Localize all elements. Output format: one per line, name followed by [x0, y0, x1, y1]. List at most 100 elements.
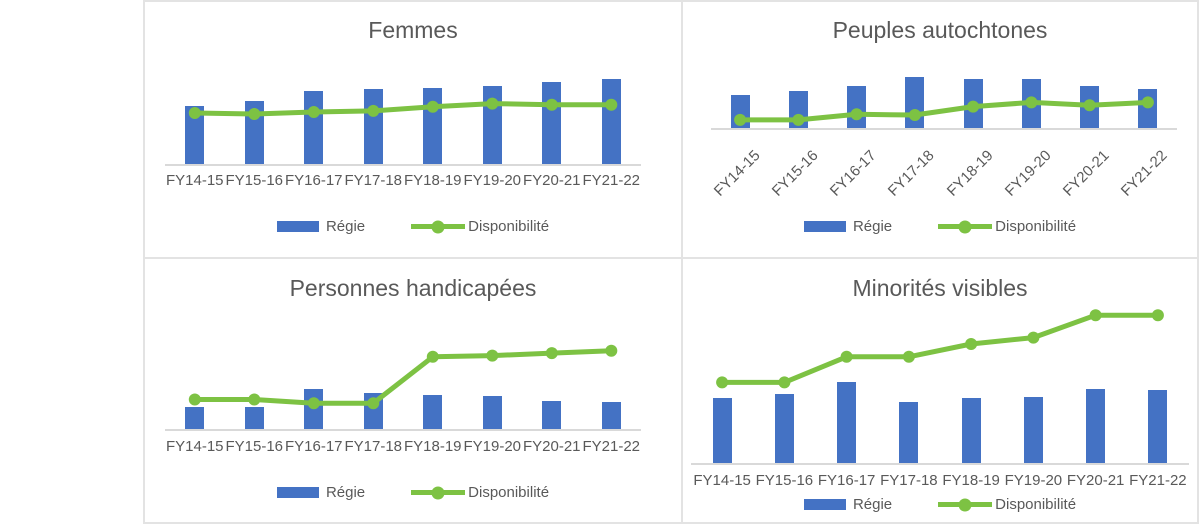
bar-FY20-21 — [542, 400, 562, 430]
legend-line-icon — [411, 220, 466, 233]
legend-bar-swatch-icon — [803, 499, 846, 510]
bar-slot — [522, 308, 582, 430]
chart-grid: Femmes FY14-15 FY15-16 FY16-17 FY17-18 FY18-… — [143, 0, 1199, 524]
legend-bar-label: Régie — [325, 484, 366, 501]
x-axis-label: FY18-19 — [403, 172, 462, 189]
x-axis-label: FY16-17 — [817, 472, 876, 489]
line-marker — [248, 108, 261, 120]
bar-slot — [284, 308, 344, 430]
legend-line-marker-icon — [431, 220, 445, 233]
x-axis-label: FY18-19 — [943, 147, 997, 200]
chart-panel-femmes: Femmes FY14-15 FY15-16 FY16-17 FY17-18 FY18-… — [145, 2, 681, 257]
chart-title: Personnes handicapées — [289, 275, 537, 301]
x-axis-label: FY21-22 — [1129, 472, 1187, 489]
x-axis-label: FY17-18 — [344, 438, 403, 455]
chart-title: Minorités visibles — [852, 275, 1028, 301]
line-marker — [486, 349, 499, 362]
line-marker — [367, 397, 380, 410]
chart-panel-minorites-visibles: Minorités visibles FY14-15 FY15-16 FY16-17… — [683, 259, 1197, 522]
x-axis-label: FY17-18 — [885, 147, 938, 200]
bar-slot — [828, 59, 886, 129]
legend-line-label: Disponibilité — [468, 218, 550, 235]
legend-bar-label: Régie — [852, 218, 893, 235]
bar-slot — [165, 61, 225, 165]
bar-slot — [753, 304, 815, 464]
bar-FY15-16 — [774, 393, 794, 464]
chart-title: Femmes — [368, 17, 458, 43]
line-marker — [965, 338, 978, 350]
x-axis-label: FY19-20 — [463, 438, 522, 455]
bar-slot — [165, 308, 225, 430]
line-marker — [840, 350, 853, 363]
chart-legend: Régie Disponibilité — [683, 496, 1197, 513]
chart-title: Peuples autochtones — [832, 17, 1048, 43]
line-marker — [1141, 96, 1154, 109]
bar-FY17-18 — [899, 401, 919, 464]
chart-panel-personnes-handicapees: Personnes handicapées FY14-15 FY15-16 FY16… — [145, 259, 681, 522]
bar-slot — [1002, 304, 1064, 464]
line-marker — [1089, 309, 1102, 322]
x-axis-labels: FY14-15 FY15-16 FY16-17 FY17-18 FY18-19 FY19-… — [710, 129, 1177, 200]
bar-FY16-17 — [837, 382, 857, 464]
x-axis-label: FY18-19 — [942, 472, 1000, 489]
chart-legend: Régie Disponibilité — [145, 484, 681, 501]
bar-slot — [582, 308, 642, 430]
bar-series — [691, 304, 1189, 464]
plot-area — [165, 308, 642, 431]
x-axis-label: FY20-21 — [522, 438, 581, 455]
x-axis-label: FY16-17 — [284, 172, 343, 189]
plot-area — [165, 61, 641, 166]
x-axis-label: FY14-15 — [710, 147, 764, 200]
line-marker — [716, 376, 729, 389]
line-series — [188, 97, 618, 120]
x-axis-label: FY20-21 — [1066, 472, 1125, 489]
legend-line-icon — [938, 498, 993, 511]
x-axis-labels: FY14-15 FY15-16 FY16-17 FY17-18 FY18-19 FY19-… — [165, 434, 641, 460]
line-marker — [734, 113, 747, 126]
legend-bar-swatch-icon — [276, 487, 319, 498]
x-axis-label: FY15-16 — [755, 472, 814, 489]
x-axis-label: FY21-22 — [1118, 147, 1171, 200]
bar-FY14-15 — [185, 406, 205, 430]
line-marker — [426, 100, 439, 113]
x-axis-label: FY19-20 — [1004, 472, 1063, 489]
bar-FY14-15 — [185, 105, 205, 165]
bar-slot — [403, 308, 463, 430]
line-series — [716, 309, 1164, 389]
legend-line-icon — [411, 486, 466, 499]
x-axis-label: FY16-17 — [826, 147, 880, 200]
x-axis-label: FY14-15 — [165, 438, 224, 455]
x-axis-label: FY21-22 — [582, 172, 641, 189]
bar-slot — [1127, 304, 1189, 464]
line-marker — [307, 106, 320, 118]
panel-divider-vertical — [681, 2, 683, 522]
x-axis-label: FY19-20 — [463, 172, 522, 189]
plot-column: FY14-15 FY15-16 FY16-17 FY17-18 FY18-19 FY19-… — [710, 46, 1177, 200]
line-marker — [248, 393, 261, 406]
x-axis-label: FY21-22 — [582, 438, 641, 455]
x-axis-label: FY15-16 — [225, 438, 284, 455]
line-marker — [1083, 99, 1096, 112]
x-axis-label: FY16-17 — [284, 438, 343, 455]
legend-line-label: Disponibilité — [995, 218, 1077, 235]
bar-FY18-19 — [423, 394, 443, 430]
line-marker — [792, 113, 805, 126]
x-axis-label: FY20-21 — [522, 172, 581, 189]
line-marker — [605, 98, 618, 111]
bar-FY20-21 — [1086, 388, 1106, 464]
bar-slot — [940, 304, 1002, 464]
bar-FY15-16 — [244, 406, 264, 430]
plot-area — [691, 304, 1189, 465]
bar-slot — [225, 308, 285, 430]
plot-column: FY14-15 FY15-16 FY16-17 FY17-18 FY18-19 FY19-… — [691, 304, 1189, 494]
plot-column: FY14-15 FY15-16 FY16-17 FY17-18 FY18-19 FY19-… — [165, 304, 641, 460]
line-marker — [426, 350, 439, 363]
x-axis-label: FY15-16 — [768, 147, 822, 200]
legend-bar-swatch-icon — [276, 221, 319, 232]
bar-FY21-22 — [601, 78, 621, 165]
x-axis-label: FY17-18 — [880, 472, 938, 489]
x-axis-labels: FY14-15 FY15-16 FY16-17 FY17-18 FY18-19 FY19-… — [165, 168, 641, 194]
legend-line-icon — [938, 220, 993, 233]
legend-bar-label: Régie — [852, 496, 893, 513]
plot-area — [711, 59, 1177, 130]
